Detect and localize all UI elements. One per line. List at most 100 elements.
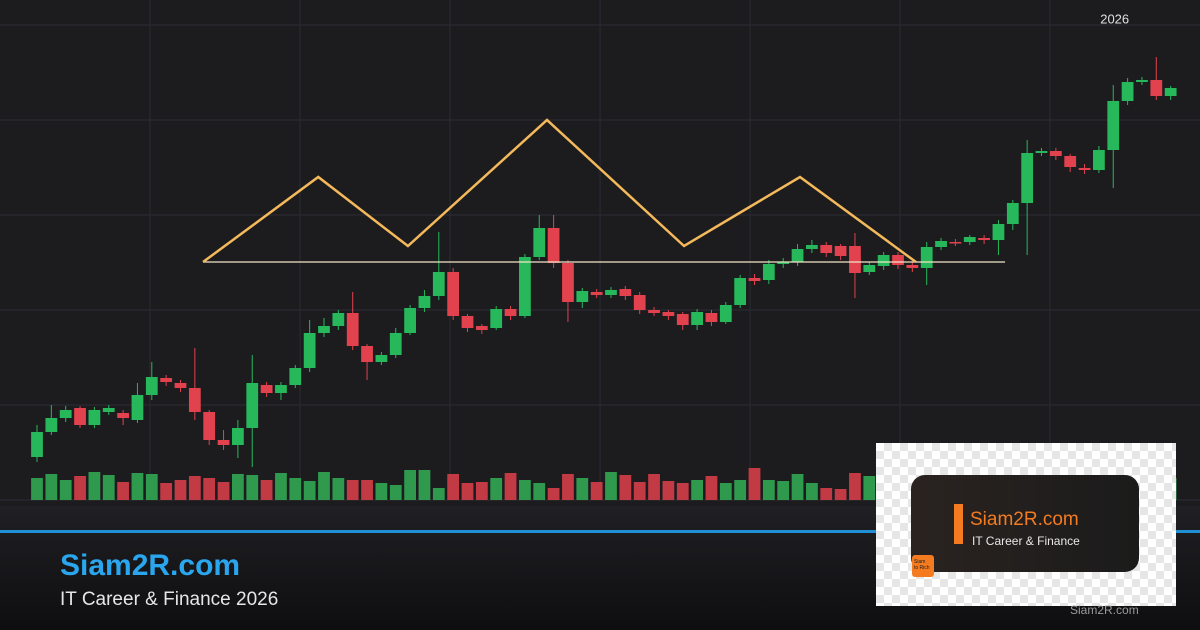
volume-bar xyxy=(160,483,173,500)
volume-bar xyxy=(590,482,603,500)
candle-body xyxy=(748,278,761,281)
volume-bar xyxy=(447,474,460,500)
candle-body xyxy=(260,385,273,393)
candle-body xyxy=(633,295,646,310)
candle-body xyxy=(447,272,460,316)
volume-bar xyxy=(361,480,373,500)
volume-bar xyxy=(31,478,43,500)
logo-image: Siam2R.com IT Career & Finance Siam to Ri… xyxy=(876,443,1176,606)
volume-bar xyxy=(619,475,632,500)
volume-bar xyxy=(576,478,589,500)
volume-bar xyxy=(246,475,259,500)
volume-bar xyxy=(475,482,488,500)
candle-body xyxy=(762,264,775,280)
volume-bar xyxy=(762,480,775,500)
candle-body xyxy=(906,265,919,268)
candle-body xyxy=(88,410,101,425)
candle-body xyxy=(475,326,488,330)
volume-bar xyxy=(691,480,703,500)
candle-body xyxy=(346,313,359,346)
candle-body xyxy=(246,383,259,428)
candle-body xyxy=(203,412,216,440)
candle-body xyxy=(404,308,416,333)
candle-body xyxy=(117,413,129,418)
x-tick-label: 2026 xyxy=(1100,11,1129,26)
candle-body xyxy=(605,290,617,295)
footer-rule xyxy=(0,530,1200,533)
logo-name: Siam2R.com xyxy=(970,509,1079,530)
volume-bar xyxy=(117,482,129,500)
volume-bar xyxy=(59,480,72,500)
volume-bar xyxy=(203,478,216,500)
volume-bar xyxy=(389,485,402,500)
volume-bar xyxy=(648,474,660,500)
candle-body xyxy=(719,305,732,322)
volume-bar xyxy=(188,476,201,500)
brand-title: Siam2R.com xyxy=(60,549,241,582)
volume-bar xyxy=(734,480,747,500)
candle-body xyxy=(648,310,660,313)
candle-body xyxy=(547,228,560,263)
candle-body xyxy=(145,377,158,395)
logo-card: Siam2R.com IT Career & Finance Siam to Ri… xyxy=(911,475,1139,577)
candle-body xyxy=(519,257,531,316)
volume-bar xyxy=(275,473,287,500)
volume-bar xyxy=(633,482,646,500)
volume-bar xyxy=(131,473,144,500)
candle-body xyxy=(734,278,747,305)
volume-bar xyxy=(834,489,847,500)
volume-bar xyxy=(820,488,833,500)
candle-body xyxy=(949,242,962,244)
candle-body xyxy=(662,312,675,316)
candle-body xyxy=(676,314,689,325)
logo-tagline: IT Career & Finance xyxy=(972,534,1080,548)
candle-body xyxy=(31,432,43,457)
candle-body xyxy=(619,289,632,296)
candle-body xyxy=(45,418,58,432)
candle-body xyxy=(389,333,402,355)
volume-bar xyxy=(232,474,244,500)
candle-body xyxy=(590,292,603,295)
badge-line: Siam xyxy=(914,559,926,565)
candle-body xyxy=(963,237,976,242)
candle-body xyxy=(834,246,847,256)
candle-body xyxy=(102,408,115,412)
volume-bar xyxy=(432,488,445,500)
volume-bar xyxy=(418,470,431,500)
volume-bar xyxy=(145,474,158,500)
candle-body xyxy=(174,383,187,388)
volume-bar xyxy=(490,478,503,500)
candle-body xyxy=(562,263,574,302)
volume-bar xyxy=(217,482,230,500)
volume-bar xyxy=(504,473,517,500)
volume-bar xyxy=(45,474,58,500)
volume-bar xyxy=(863,476,876,500)
candle-body xyxy=(877,255,890,266)
volume-bar xyxy=(318,472,330,500)
candle-body xyxy=(1164,88,1177,96)
candle-body xyxy=(691,312,703,325)
candle-body xyxy=(533,228,546,257)
logo-badge: Siam to Rich xyxy=(912,555,934,577)
candle-body xyxy=(935,241,947,247)
candle-body xyxy=(1107,101,1120,150)
candle-body xyxy=(1078,168,1091,170)
volume-bar xyxy=(806,483,818,500)
volume-bar xyxy=(777,481,790,500)
volume-bar xyxy=(662,481,675,500)
volume-bar xyxy=(533,483,546,500)
volume-bar xyxy=(332,478,345,500)
candle-body xyxy=(332,313,345,326)
volume-bar xyxy=(676,483,689,500)
volume-bar xyxy=(404,470,416,500)
candle-body xyxy=(1150,80,1163,96)
pattern-line xyxy=(202,118,917,264)
logo-accent xyxy=(954,504,963,544)
candle-body xyxy=(1021,153,1034,203)
volume-bar xyxy=(705,476,718,500)
candle-body xyxy=(318,326,330,333)
candle-body xyxy=(1035,151,1048,153)
candle-body xyxy=(217,440,230,445)
volume-bar xyxy=(519,480,531,500)
